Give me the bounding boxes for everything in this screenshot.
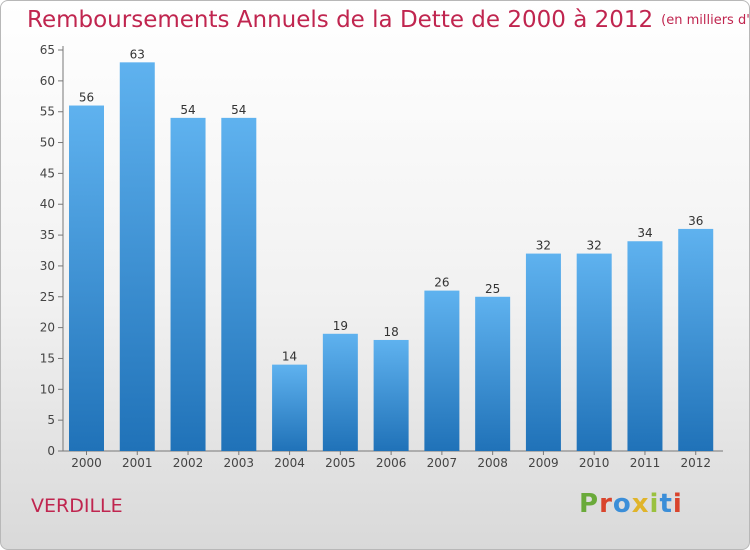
bar <box>170 117 206 451</box>
data-label: 63 <box>130 47 145 61</box>
y-tick-label: 60 <box>40 74 55 88</box>
y-tick-label: 40 <box>40 197 55 211</box>
x-tick-label: 2002 <box>173 456 204 470</box>
bar <box>424 290 460 451</box>
data-label: 56 <box>79 91 94 105</box>
data-label: 36 <box>688 214 703 228</box>
data-label: 32 <box>536 239 551 253</box>
x-tick-label: 2012 <box>680 456 711 470</box>
data-label: 25 <box>485 282 500 296</box>
y-tick-label: 45 <box>40 166 55 180</box>
data-label: 32 <box>587 239 602 253</box>
x-tick-label: 2004 <box>274 456 305 470</box>
y-tick-label: 55 <box>40 105 55 119</box>
data-label: 54 <box>180 103 195 117</box>
bar <box>272 364 308 451</box>
bar <box>119 62 155 451</box>
y-tick-label: 5 <box>47 413 55 427</box>
data-label: 54 <box>231 103 246 117</box>
logo-letter: x <box>631 489 650 519</box>
bar <box>69 105 104 452</box>
y-tick-label: 35 <box>40 228 55 242</box>
x-tick-label: 2003 <box>224 456 255 470</box>
data-label: 34 <box>637 226 652 240</box>
data-label: 19 <box>333 319 348 333</box>
x-tick-label: 2000 <box>71 456 102 470</box>
x-tick-label: 2001 <box>122 456 153 470</box>
y-tick-label: 0 <box>47 444 55 458</box>
city-name: VERDILLE <box>31 495 123 517</box>
bar <box>475 296 511 451</box>
x-tick-label: 2005 <box>325 456 356 470</box>
y-tick-label: 25 <box>40 290 55 304</box>
y-tick-label: 50 <box>40 136 55 150</box>
logo-letter: t <box>659 489 673 519</box>
data-label: 18 <box>383 325 398 339</box>
y-tick-label: 20 <box>40 321 55 335</box>
logo-letter: o <box>612 489 632 519</box>
x-tick-label: 2007 <box>427 456 458 470</box>
x-tick-label: 2010 <box>579 456 610 470</box>
logo-letter: P <box>579 489 600 519</box>
y-tick-label: 30 <box>40 259 55 273</box>
y-tick-label: 10 <box>40 382 55 396</box>
y-tick-label: 15 <box>40 351 55 365</box>
bar <box>576 253 612 451</box>
data-label: 26 <box>434 276 449 290</box>
bar <box>322 333 358 451</box>
chart-bars: 56 63 54 54 14 19 18 26 25 32 32 34 36 <box>69 47 714 452</box>
x-tick-label: 2006 <box>376 456 407 470</box>
bar <box>221 117 257 451</box>
bar <box>373 339 409 451</box>
logo-letter: r <box>599 489 613 519</box>
unit-label: (en milliers d'€) <box>661 13 750 28</box>
chart-title-text: Remboursements Annuels de la Dette de 20… <box>27 7 654 33</box>
bar <box>678 228 714 451</box>
y-tick-label: 65 <box>40 43 55 57</box>
data-label: 14 <box>282 350 297 364</box>
chart-axes: 0 5 10 15 20 25 30 35 40 45 50 55 60 65 2000 2001 2002 20… <box>40 43 723 470</box>
logo-letter: i <box>649 489 660 519</box>
proxiti-logo: Proxiti <box>579 489 683 519</box>
x-tick-label: 2011 <box>630 456 661 470</box>
x-tick-label: 2008 <box>477 456 508 470</box>
bar <box>627 241 663 451</box>
x-tick-label: 2009 <box>528 456 559 470</box>
chart-title: Remboursements Annuels de la Dette de 20… <box>27 7 750 33</box>
bar <box>525 253 561 451</box>
logo-letter: i <box>672 489 683 519</box>
